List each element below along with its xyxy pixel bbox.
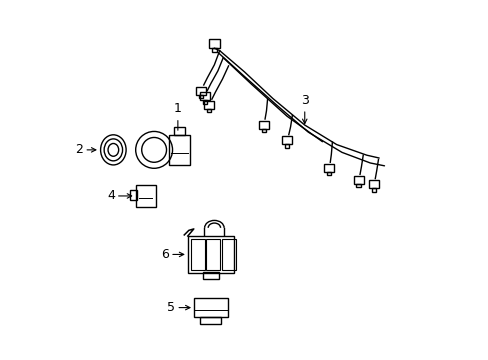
Bar <box>190 239 204 270</box>
Bar <box>368 180 378 188</box>
Bar <box>199 95 203 98</box>
Bar <box>323 164 333 172</box>
Bar <box>261 129 265 132</box>
Bar <box>196 87 206 95</box>
Text: 6: 6 <box>161 248 169 261</box>
Bar <box>211 48 216 52</box>
Bar <box>282 136 291 144</box>
Text: 4: 4 <box>107 189 115 202</box>
Bar <box>202 100 206 104</box>
Bar <box>203 101 214 109</box>
Text: 1: 1 <box>174 102 182 115</box>
Bar <box>371 188 375 192</box>
Text: 5: 5 <box>167 301 175 314</box>
Bar <box>130 190 137 200</box>
Bar <box>205 239 220 270</box>
Bar <box>221 239 236 270</box>
Bar <box>169 135 189 165</box>
Bar <box>284 144 289 148</box>
Bar <box>326 172 330 175</box>
Bar <box>194 298 227 317</box>
Text: 3: 3 <box>300 94 308 107</box>
Bar <box>353 176 363 184</box>
Bar <box>203 272 218 279</box>
Bar <box>200 93 209 100</box>
Bar <box>356 184 360 188</box>
Bar <box>206 109 211 112</box>
Bar <box>209 39 219 48</box>
Bar <box>187 236 233 273</box>
Bar <box>174 127 184 135</box>
Bar <box>259 121 268 129</box>
Text: 2: 2 <box>75 143 83 156</box>
Bar <box>136 185 156 207</box>
Bar <box>200 317 221 324</box>
